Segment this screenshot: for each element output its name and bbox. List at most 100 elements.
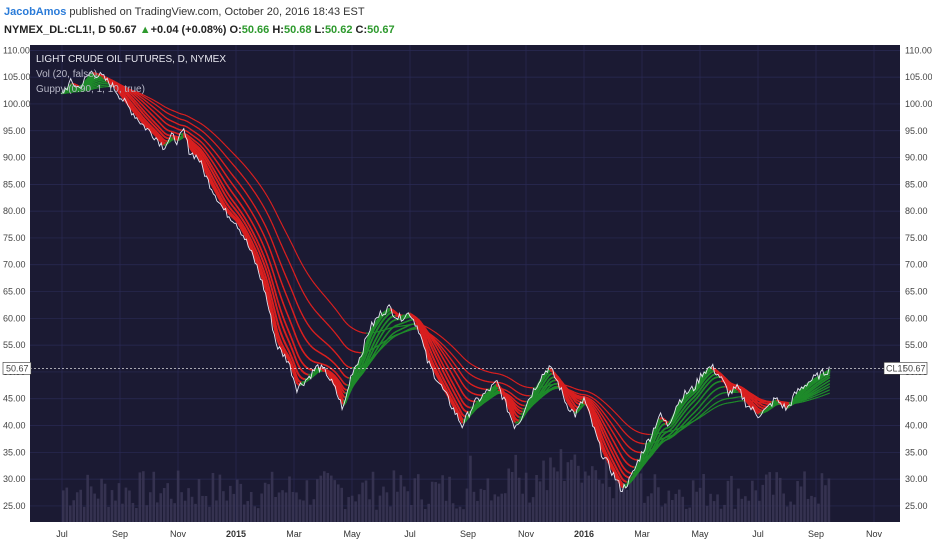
volume-bar — [270, 471, 274, 522]
volume-bar — [183, 500, 187, 522]
guppy-segment — [271, 241, 275, 248]
guppy-segment — [267, 301, 272, 312]
volume-bar — [180, 492, 183, 522]
guppy-segment — [826, 379, 831, 383]
volume-bar — [761, 484, 765, 522]
study-guppy-label[interactable]: Guppy (0.90, 1, 10, true) — [36, 84, 145, 95]
guppy-segment — [266, 288, 271, 298]
y-tick-left: 90.00 — [3, 153, 26, 163]
y-tick-right: 55.00 — [905, 340, 928, 350]
guppy-segment — [294, 250, 298, 255]
price-chart[interactable]: 110.00 105.00 100.00 95.00 90.00 85.00 80.00 75… — [0, 40, 932, 550]
volume-bar — [483, 490, 486, 522]
volume-bar — [817, 503, 820, 522]
guppy-segment — [266, 281, 271, 290]
volume-bar — [149, 492, 152, 522]
volume-bar — [549, 457, 552, 522]
volume-bar — [740, 498, 744, 522]
guppy-segment — [292, 270, 296, 276]
volume-bar — [643, 502, 646, 522]
y-tick-right: 45.00 — [905, 394, 928, 404]
guppy-segment — [284, 272, 288, 279]
guppy-segment — [275, 315, 279, 325]
volume-bar — [671, 499, 674, 522]
volume-bar — [796, 481, 799, 522]
volume-bar — [528, 502, 531, 522]
volume-bar — [62, 490, 65, 522]
volume-bar — [225, 500, 229, 522]
y-tick-left: 105.00 — [3, 72, 31, 82]
volume-bar — [806, 498, 810, 522]
volume-bar — [82, 506, 86, 522]
close-label: C: — [355, 24, 368, 36]
volume-bar — [577, 465, 580, 522]
x-tick: Jul — [56, 529, 68, 539]
guppy-segment — [826, 376, 831, 380]
guppy-segment — [268, 295, 272, 305]
volume-bar — [75, 492, 79, 522]
volume-bar — [490, 500, 493, 522]
volume-bar — [155, 502, 159, 522]
volume-bar — [142, 471, 145, 522]
volume-bar — [277, 492, 281, 522]
guppy-segment — [289, 262, 293, 269]
y-tick-left: 40.00 — [3, 421, 26, 431]
volume-bar — [688, 507, 691, 522]
volume-bar — [674, 493, 678, 522]
y-tick-left: 85.00 — [3, 179, 26, 189]
volume-bar — [559, 449, 563, 522]
author-link[interactable]: JacobAmos — [4, 6, 67, 18]
volume-bar — [785, 506, 789, 522]
y-tick-left: 70.00 — [3, 260, 26, 270]
y-tick-right: 65.00 — [905, 287, 928, 297]
guppy-segment — [292, 328, 296, 335]
guppy-segment — [280, 243, 284, 249]
volume-bar — [594, 470, 598, 522]
y-tick-left: 75.00 — [3, 233, 26, 243]
volume-bar — [375, 509, 378, 522]
volume-bar — [382, 486, 385, 522]
volume-bar — [145, 505, 149, 522]
guppy-segment — [266, 264, 270, 272]
guppy-segment — [278, 276, 282, 283]
guppy-segment — [264, 275, 269, 283]
volume-bar — [298, 499, 302, 522]
plot-area[interactable] — [30, 45, 900, 522]
volume-bar — [472, 491, 476, 522]
chart-title: LIGHT CRUDE OIL FUTURES, D, NYMEX — [36, 54, 226, 65]
volume-bar — [131, 502, 135, 522]
y-tick-right: 30.00 — [905, 474, 928, 484]
volume-bar — [354, 501, 357, 522]
guppy-segment — [269, 275, 274, 284]
volume-bar — [368, 499, 371, 522]
y-tick-left: 95.00 — [3, 126, 26, 136]
volume-bar — [204, 495, 208, 522]
symbol-info-bar: NYMEX_DL:CL1!, D 50.67 ▲+0.04 (+0.08%) O… — [4, 24, 395, 36]
x-tick: Nov — [518, 529, 535, 539]
guppy-segment — [294, 316, 298, 323]
volume-bar — [249, 491, 253, 522]
guppy-segment — [271, 205, 275, 210]
volume-bar — [636, 458, 639, 522]
y-tick-left: 65.00 — [3, 287, 26, 297]
guppy-segment — [280, 264, 284, 271]
guppy-segment — [264, 249, 269, 256]
price-change: +0.04 (+0.08%) — [150, 24, 227, 36]
guppy-segment — [271, 310, 276, 321]
y-tick-left: 100.00 — [3, 99, 31, 109]
guppy-segment — [292, 246, 296, 252]
volume-bar — [274, 497, 277, 522]
x-tick: Sep — [112, 529, 128, 539]
volume-bar — [441, 475, 444, 522]
volume-bar — [792, 504, 796, 522]
guppy-segment — [826, 389, 830, 392]
study-volume-label[interactable]: Vol (20, false) — [36, 69, 97, 80]
guppy-segment — [264, 287, 269, 297]
volume-bar — [343, 509, 347, 522]
guppy-segment — [291, 266, 295, 272]
volume-bar — [618, 485, 622, 522]
last-price-tag: CL1! 50.67 — [883, 362, 928, 375]
volume-bar — [580, 482, 584, 522]
y-tick-right: 90.00 — [905, 153, 928, 163]
volume-bar — [430, 481, 434, 522]
